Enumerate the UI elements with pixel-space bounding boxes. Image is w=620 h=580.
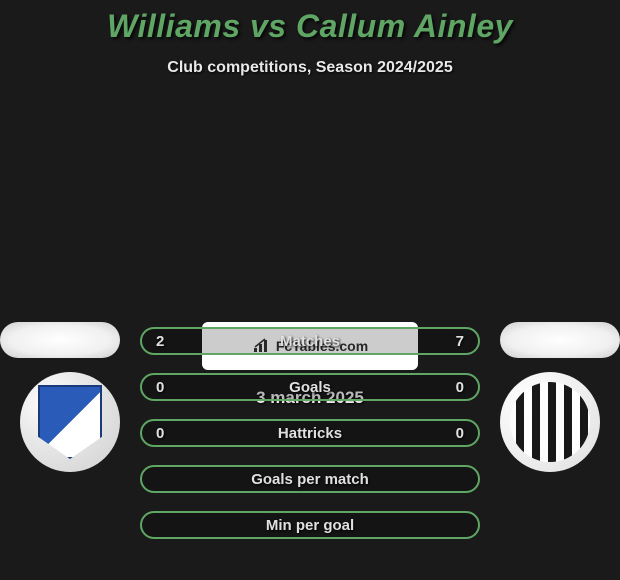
comparison-subtitle: Club competitions, Season 2024/2025: [0, 59, 620, 77]
team-badge-right: [500, 372, 600, 472]
stat-right-value: 0: [434, 379, 464, 396]
player-pill-left: [0, 322, 120, 358]
stat-left-value: 0: [156, 425, 186, 442]
player-pill-right: [500, 322, 620, 358]
team-badge-left: [20, 372, 120, 472]
stat-row-min-per-goal: Min per goal: [140, 511, 480, 539]
stat-row-hattricks: 0 Hattricks 0: [140, 419, 480, 447]
stat-right-value: 7: [434, 333, 464, 350]
stat-row-goals-per-match: Goals per match: [140, 465, 480, 493]
stat-left-value: 0: [156, 379, 186, 396]
stat-row-goals: 0 Goals 0: [140, 373, 480, 401]
stat-rows: 2 Matches 7 0 Goals 0 0 Hattricks 0 Goal…: [140, 327, 480, 557]
stat-label: Goals: [186, 379, 434, 396]
stat-label: Min per goal: [186, 517, 434, 534]
stat-label: Matches: [186, 333, 434, 350]
comparison-body: 2 Matches 7 0 Goals 0 0 Hattricks 0 Goal…: [0, 322, 620, 408]
comparison-title: Williams vs Callum Ainley: [0, 0, 620, 45]
stat-label: Hattricks: [186, 425, 434, 442]
stat-row-matches: 2 Matches 7: [140, 327, 480, 355]
stat-left-value: 2: [156, 333, 186, 350]
stat-right-value: 0: [434, 425, 464, 442]
stat-label: Goals per match: [186, 471, 434, 488]
